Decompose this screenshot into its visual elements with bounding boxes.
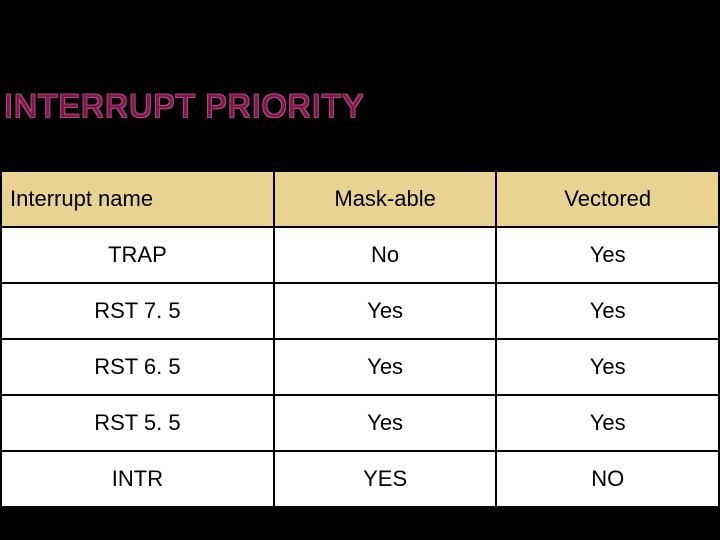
cell-interrupt-name: RST 7. 5 <box>1 283 274 339</box>
cell-vectored: Yes <box>496 283 719 339</box>
cell-interrupt-name: INTR <box>1 451 274 507</box>
col-header-interrupt-name: Interrupt name <box>1 171 274 227</box>
table-row: RST 7. 5 Yes Yes <box>1 283 719 339</box>
table-row: TRAP No Yes <box>1 227 719 283</box>
cell-vectored: Yes <box>496 395 719 451</box>
col-header-maskable: Mask-able <box>274 171 497 227</box>
cell-vectored: Yes <box>496 227 719 283</box>
table-row: INTR YES NO <box>1 451 719 507</box>
cell-vectored: Yes <box>496 339 719 395</box>
table-header-row: Interrupt name Mask-able Vectored <box>1 171 719 227</box>
cell-interrupt-name: RST 6. 5 <box>1 339 274 395</box>
cell-maskable: YES <box>274 451 497 507</box>
cell-maskable: Yes <box>274 339 497 395</box>
cell-interrupt-name: TRAP <box>1 227 274 283</box>
slide-title: INTERRUPT PRIORITY <box>4 88 365 125</box>
cell-maskable: Yes <box>274 283 497 339</box>
cell-maskable: Yes <box>274 395 497 451</box>
slide: INTERRUPT PRIORITY Interrupt name Mask-a… <box>0 0 720 540</box>
interrupt-priority-table: Interrupt name Mask-able Vectored TRAP N… <box>0 170 720 508</box>
col-header-vectored: Vectored <box>496 171 719 227</box>
table-row: RST 6. 5 Yes Yes <box>1 339 719 395</box>
cell-vectored: NO <box>496 451 719 507</box>
cell-interrupt-name: RST 5. 5 <box>1 395 274 451</box>
cell-maskable: No <box>274 227 497 283</box>
table-row: RST 5. 5 Yes Yes <box>1 395 719 451</box>
